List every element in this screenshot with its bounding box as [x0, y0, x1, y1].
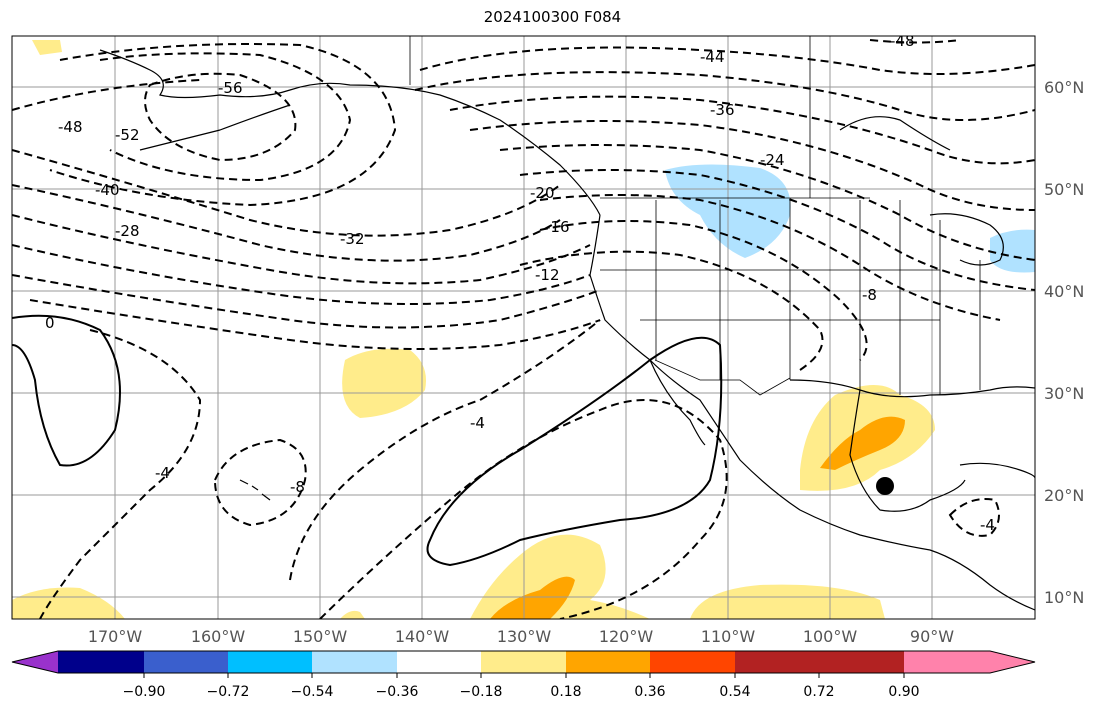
contour-label: -16: [545, 218, 570, 236]
colorbar-tick-label: −0.90: [123, 684, 166, 700]
colorbar-tick-label: −0.18: [460, 684, 503, 700]
lon-label: 110°W: [701, 627, 756, 646]
hudson-coast: [839, 116, 951, 151]
mexico-gulf-coast: [849, 389, 966, 512]
zero-contours: [12, 314, 723, 567]
contour-label: 0: [45, 314, 55, 332]
alaska-coast: [99, 49, 601, 216]
colorbar-segment: [566, 651, 650, 673]
contour-label: -48: [890, 32, 915, 50]
positive-anomaly-region: [470, 534, 650, 619]
contour-label: -52: [115, 126, 140, 144]
pacific-coast: [589, 214, 1035, 611]
colorbar-tick-label: 0.54: [719, 684, 750, 700]
contour-label: -8: [290, 478, 305, 496]
contour-label: -48: [58, 118, 83, 136]
positive-anomaly-strong-region: [820, 416, 905, 470]
contour-label: -32: [340, 230, 365, 248]
negative-anomaly-region: [990, 229, 1035, 273]
positive-anomaly-region: [12, 587, 125, 619]
colorbar-tick-label: −0.72: [207, 684, 250, 700]
contour-label: -12: [535, 266, 560, 284]
contour-label: -28: [115, 222, 140, 240]
colorbar-tick-label: 0.72: [803, 684, 834, 700]
lat-label: 60°N: [1044, 78, 1084, 97]
lon-label: 170°W: [88, 627, 143, 646]
colorbar-segment: [58, 651, 144, 673]
contour-label: -36: [710, 101, 735, 119]
gulf-coast: [789, 379, 1035, 398]
colorbar-outline: [11, 650, 1036, 674]
colorbar-extend-max: [904, 651, 1035, 673]
positive-anomaly-region: [340, 610, 365, 619]
colorbar-segment: [481, 651, 566, 673]
lon-label: 90°W: [910, 627, 954, 646]
contour-label: -8: [862, 286, 877, 304]
positive-anomaly-region: [32, 40, 62, 55]
lat-label: 30°N: [1044, 384, 1084, 403]
lon-label: 100°W: [803, 627, 858, 646]
aleutian-coast: [139, 104, 291, 151]
positive-anomaly-region: [690, 584, 885, 619]
colorbar-segment: [397, 651, 481, 673]
lon-label: 140°W: [395, 627, 450, 646]
baja-coast: [649, 359, 706, 446]
contour-label: -4: [470, 414, 485, 432]
map-border: [11, 35, 1036, 620]
lat-label: 50°N: [1044, 180, 1084, 199]
political-borders: [409, 36, 981, 396]
lon-label: 150°W: [293, 627, 348, 646]
lon-label: 130°W: [497, 627, 552, 646]
colorbar-segment: [144, 651, 228, 673]
colorbar-segment: [312, 651, 397, 673]
negative-contours: [12, 39, 1035, 619]
contour-label: -4: [155, 464, 170, 482]
lon-label: 120°W: [599, 627, 654, 646]
lat-label: 10°N: [1044, 588, 1084, 607]
lon-label: 160°W: [191, 627, 246, 646]
colorbar-segment: [735, 651, 819, 673]
shaded-anomaly-regions: [12, 40, 1035, 619]
gridlines: [12, 36, 1035, 619]
map-title: 2024100300 F084: [483, 8, 622, 26]
contour-label: -44: [700, 48, 725, 66]
colorbar-segment: [819, 651, 904, 673]
colorbar-tick-label: 0.18: [550, 684, 581, 700]
colorbar-extend-min: [12, 651, 58, 673]
colorbar-tick-label: −0.54: [291, 684, 334, 700]
colorbar-segment: [228, 651, 312, 673]
colorbar-tick-label: −0.36: [376, 684, 419, 700]
contour-label: -4: [980, 516, 995, 534]
latitude-labels: 60°N 50°N 40°N 30°N 20°N 10°N: [1044, 78, 1084, 607]
storm-center-dot: [876, 477, 894, 495]
hawaii-islands: [239, 479, 271, 501]
colorbar-segment: [650, 651, 735, 673]
contour-label: -40: [95, 181, 120, 199]
contour-label: -56: [218, 79, 243, 97]
lat-label: 40°N: [1044, 282, 1084, 301]
positive-anomaly-region: [342, 348, 426, 418]
colorbar: −0.90 −0.72 −0.54 −0.36 −0.18 0.18 0.36 …: [11, 650, 1036, 700]
colorbar-tick-label: 0.90: [888, 684, 919, 700]
colorbar-ticks: [143, 673, 905, 678]
contour-label: -20: [530, 184, 555, 202]
colorbar-tick-label: 0.36: [634, 684, 665, 700]
contour-labels: -44 -36 -24 -56 -48 -52 -40 -28 -32 -20 …: [45, 32, 995, 534]
coastlines: [99, 49, 1035, 611]
contour-label: -24: [760, 151, 785, 169]
lat-label: 20°N: [1044, 486, 1084, 505]
positive-anomaly-strong-region: [490, 576, 575, 619]
caribbean-coast: [959, 462, 1035, 479]
longitude-labels: 170°W 160°W 150°W 140°W 130°W 120°W 110°…: [88, 627, 954, 646]
